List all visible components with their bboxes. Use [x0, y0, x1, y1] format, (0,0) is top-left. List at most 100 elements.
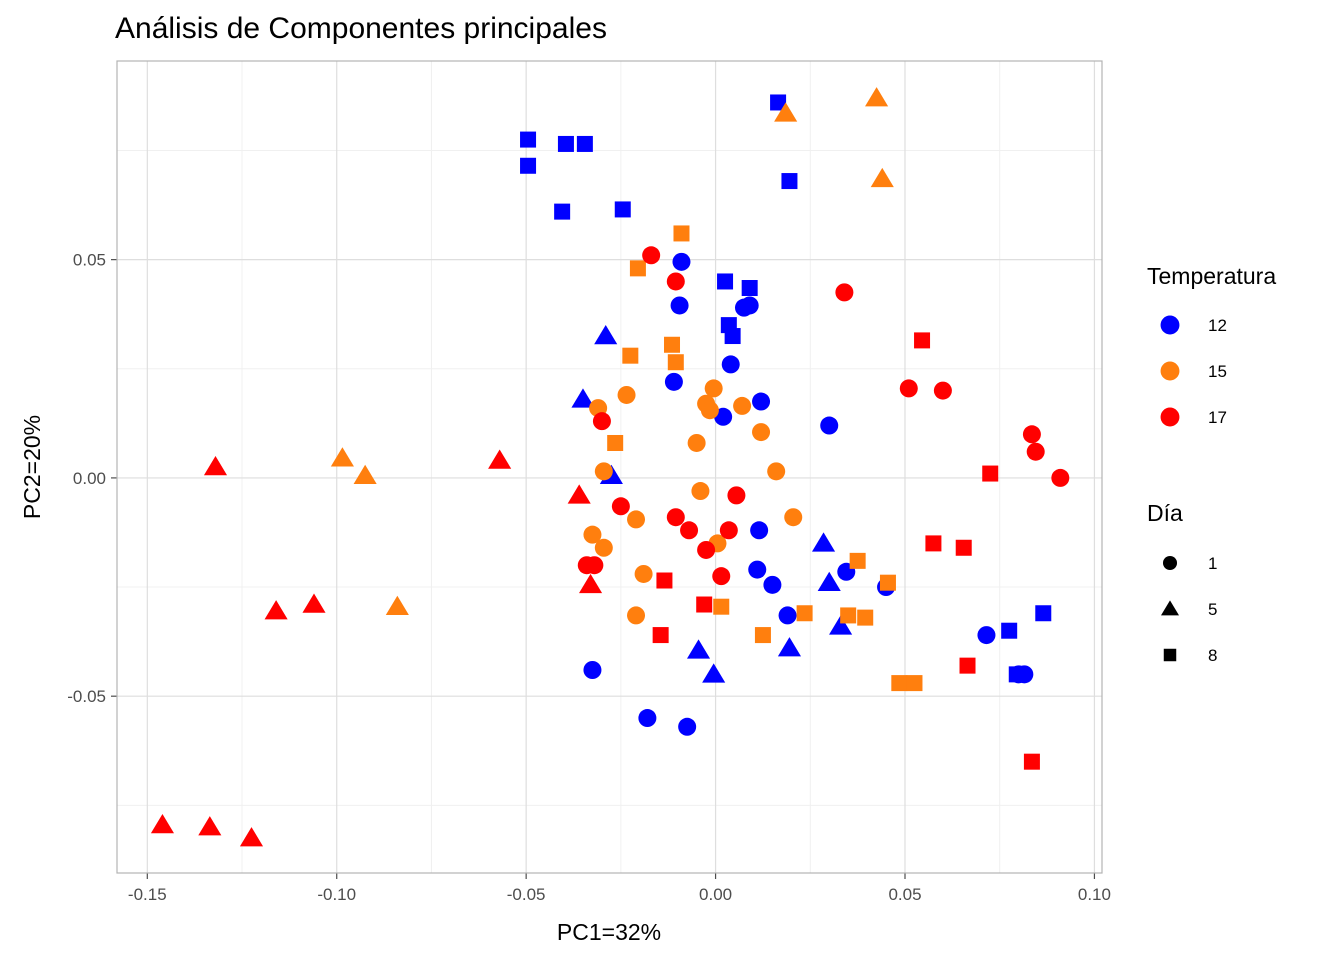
data-point-triangle: [302, 593, 326, 613]
data-point-square: [554, 203, 571, 220]
data-point-triangle: [264, 600, 288, 620]
data-point-square: [673, 225, 690, 242]
panel-border: [116, 60, 1103, 874]
data-point-square: [1023, 753, 1040, 770]
data-point-square: [557, 135, 574, 152]
data-point-triangle: [488, 449, 512, 469]
x-tick-label: 0.00: [699, 885, 732, 904]
data-point-square: [576, 135, 593, 152]
data-point-triangle: [239, 827, 264, 847]
data-point-square: [955, 539, 972, 556]
data-point-triangle: [571, 388, 595, 408]
data-point-circle: [627, 606, 646, 625]
legend-color-title: Temperatura: [1147, 263, 1276, 289]
data-point-square: [656, 572, 673, 589]
data-point-triangle: [594, 325, 618, 345]
legend-shape-label: 8: [1208, 646, 1217, 665]
data-point-triangle: [829, 615, 853, 635]
x-tick-label: -0.15: [128, 885, 167, 904]
data-point-triangle: [579, 573, 603, 594]
data-point-circle: [594, 462, 613, 481]
data-point-triangle: [198, 816, 222, 836]
data-point-circle: [1022, 425, 1041, 444]
data-point-square: [717, 273, 734, 290]
data-point-circle: [933, 381, 952, 400]
y-axis-title: PC2=20%: [19, 415, 45, 519]
data-point-square: [849, 552, 866, 569]
data-point-square: [724, 328, 741, 345]
legend-color-key: [1160, 361, 1180, 381]
legend-shape-key: [1162, 555, 1178, 571]
data-points: [150, 87, 1070, 847]
data-point-square: [629, 260, 646, 277]
data-point-circle: [670, 296, 689, 315]
data-point-circle: [1026, 442, 1045, 461]
legend-shape-key: [1163, 648, 1177, 662]
data-point-circle: [820, 416, 839, 435]
data-point-triangle: [865, 87, 889, 107]
data-point-circle: [977, 626, 996, 645]
y-tick-label: 0.00: [73, 469, 106, 488]
data-point-square: [1035, 605, 1052, 622]
data-point-square: [925, 535, 942, 552]
chart-title: Análisis de Componentes principales: [115, 12, 607, 45]
data-point-circle: [752, 423, 771, 442]
y-tick-label: -0.05: [67, 687, 106, 706]
data-point-square: [607, 434, 624, 451]
data-point-square: [891, 675, 908, 692]
x-tick-label: 0.05: [888, 885, 921, 904]
data-point-square: [713, 598, 730, 615]
data-point-circle: [835, 283, 854, 302]
legend-shape-key: [1160, 600, 1180, 616]
data-point-circle: [666, 508, 685, 527]
data-point-circle: [585, 556, 604, 575]
data-point-triangle: [150, 813, 175, 834]
data-point-circle: [778, 606, 797, 625]
data-point-circle: [740, 296, 759, 315]
data-point-square: [781, 173, 798, 190]
axes: -0.15 -0.10 -0.05 0.00 0.05 0.10 -0.05 0.00 0.05: [67, 251, 1111, 904]
data-point-square: [664, 336, 681, 353]
data-point-circle: [642, 246, 661, 265]
data-point-circle: [719, 521, 738, 540]
data-point-circle: [763, 575, 782, 594]
data-point-square: [1008, 666, 1025, 683]
data-point-square: [696, 596, 713, 613]
x-tick-label: -0.05: [507, 885, 546, 904]
data-point-circle: [767, 462, 786, 481]
data-point-square: [520, 131, 537, 148]
data-point-square: [652, 627, 669, 644]
data-point-circle: [784, 508, 803, 527]
legend-color-key: [1160, 407, 1180, 427]
data-point-triangle: [330, 447, 354, 467]
data-point-circle: [733, 396, 752, 415]
data-point-triangle: [811, 532, 836, 552]
data-point-circle: [611, 497, 630, 516]
data-point-circle: [666, 272, 685, 291]
data-point-circle: [748, 560, 767, 579]
data-point-triangle: [774, 102, 798, 122]
data-point-circle: [583, 525, 602, 544]
data-point-circle: [750, 521, 769, 540]
data-point-square: [614, 201, 631, 218]
data-point-triangle: [567, 484, 591, 504]
y-tick-label: 0.05: [73, 251, 106, 270]
data-point-square: [741, 280, 758, 297]
legend-color-label: 15: [1208, 362, 1227, 381]
data-point-circle: [617, 385, 636, 404]
data-point-circle: [634, 564, 653, 583]
x-axis-title: PC1=32%: [557, 919, 661, 945]
data-point-circle: [700, 401, 719, 420]
data-point-triangle: [702, 663, 726, 683]
data-point-square: [959, 657, 976, 674]
data-point-circle: [1051, 468, 1070, 487]
data-point-circle: [680, 521, 699, 540]
data-point-triangle: [353, 464, 377, 484]
data-point-circle: [583, 661, 602, 679]
data-point-square: [754, 627, 771, 644]
data-point-circle: [664, 372, 683, 391]
x-tick-label: 0.10: [1078, 885, 1111, 904]
legend-color-label: 17: [1208, 408, 1227, 427]
data-point-square: [796, 605, 813, 622]
